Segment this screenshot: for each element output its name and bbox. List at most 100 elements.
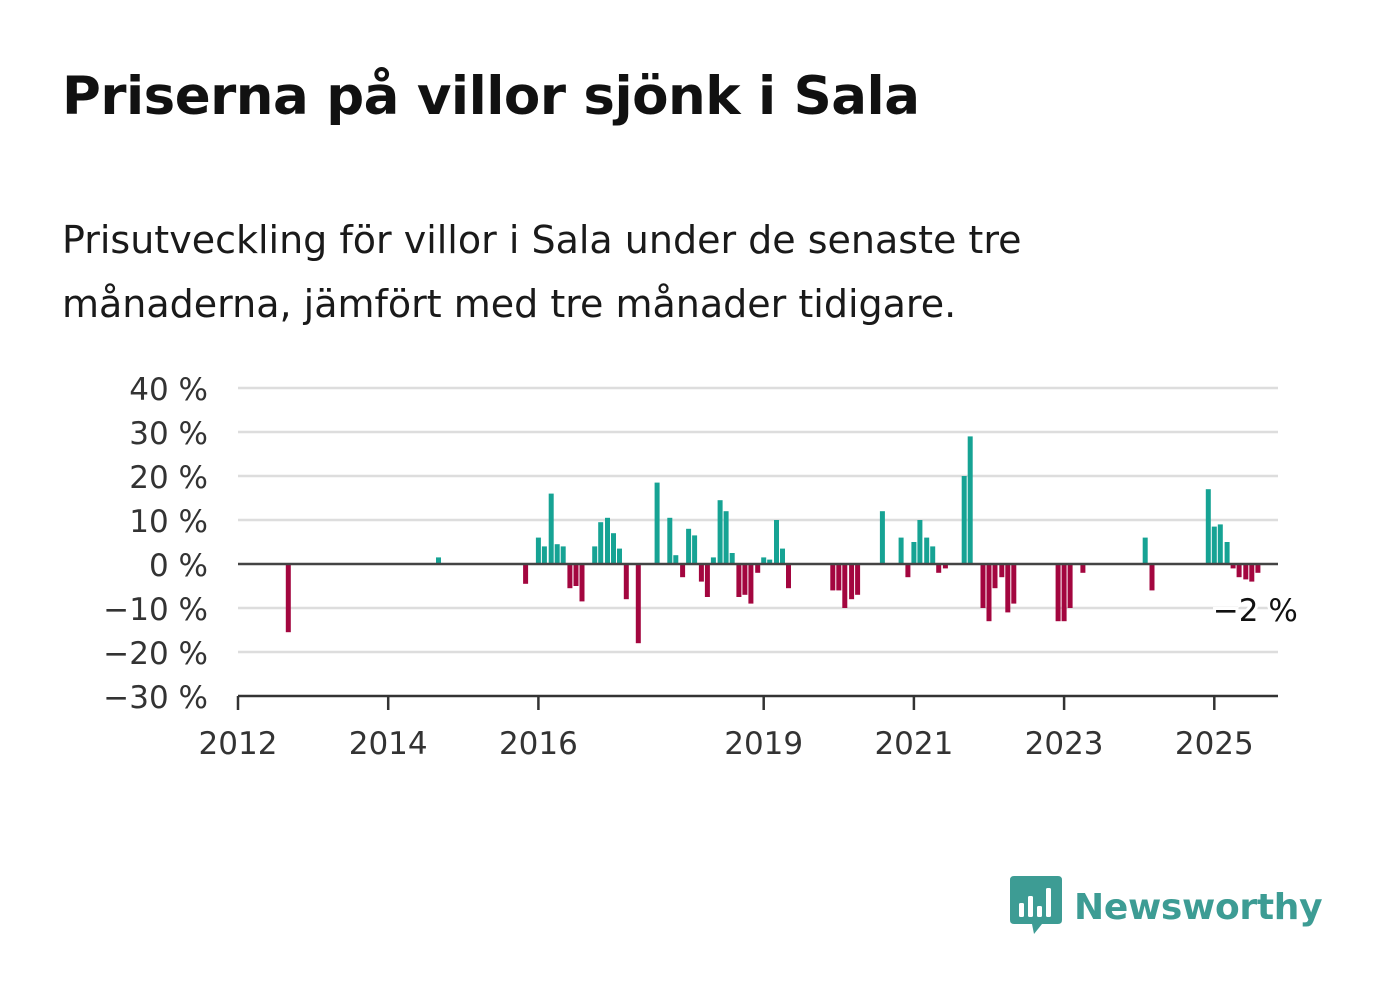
bar	[980, 564, 986, 608]
bar	[842, 564, 848, 608]
bar	[436, 557, 441, 564]
bar	[917, 520, 923, 564]
bar	[635, 564, 641, 644]
bar	[692, 535, 698, 564]
bar-chart: 40 %30 %20 %10 %0 %−10 %−20 %−30 % 2012 2…	[103, 372, 1301, 762]
bar	[617, 548, 622, 564]
bar	[704, 564, 710, 597]
annotation-label: −2 %	[1213, 593, 1298, 629]
y-tick-label: −30 %	[103, 680, 208, 716]
bar	[592, 546, 598, 564]
last-value-annotation: −2 %	[1210, 590, 1301, 632]
bar	[930, 546, 936, 564]
bar	[723, 511, 729, 564]
bar	[573, 564, 579, 586]
bars	[285, 436, 1261, 644]
chart-subtitle: Prisutveckling för villor i Sala under d…	[62, 218, 1022, 326]
bar	[285, 564, 291, 633]
bar	[1211, 526, 1217, 564]
bar	[849, 564, 855, 600]
brand-name: Newsworthy	[1074, 886, 1323, 928]
bar	[729, 553, 735, 564]
bar	[611, 533, 616, 564]
y-axis-tick-labels: 40 % 30 % 20 % 10 % 0 % −10 % −20 % −30 %	[103, 372, 208, 716]
x-tick-label: 2021	[874, 726, 953, 762]
bar	[523, 564, 529, 584]
bar	[767, 559, 773, 564]
bar	[780, 548, 785, 564]
bar	[855, 564, 861, 595]
bar	[717, 500, 723, 564]
bar	[1255, 564, 1261, 573]
bar	[673, 555, 679, 564]
bar	[1249, 564, 1255, 582]
bar	[761, 557, 767, 564]
newsworthy-logo: Newsworthy	[1010, 876, 1323, 938]
y-tick-label: −20 %	[103, 636, 208, 672]
bar	[742, 564, 748, 595]
bar	[554, 544, 560, 564]
bar	[879, 511, 885, 564]
bar	[1217, 524, 1223, 564]
bar	[1205, 489, 1211, 564]
bar	[667, 517, 673, 564]
bar	[999, 564, 1005, 578]
bar	[1080, 564, 1086, 573]
bar	[1236, 564, 1242, 578]
bar	[680, 564, 686, 578]
bar	[579, 564, 585, 602]
bar	[836, 564, 842, 591]
bar-chart-speech-bubble-icon	[1010, 876, 1062, 934]
bar	[986, 564, 992, 622]
bar	[1061, 564, 1067, 622]
bar	[992, 564, 998, 589]
bar	[598, 522, 604, 564]
bar	[710, 557, 716, 564]
bar	[961, 476, 967, 564]
x-tick-label: 2014	[349, 726, 428, 762]
bar	[774, 520, 779, 564]
bar	[541, 546, 547, 564]
bar	[560, 546, 566, 564]
bar	[1055, 564, 1061, 622]
bar	[654, 482, 660, 564]
chart-title: Priserna på villor sjönk i Sala	[62, 66, 920, 127]
y-tick-label: 30 %	[129, 416, 208, 452]
bar	[1243, 564, 1249, 580]
bar	[924, 537, 930, 564]
x-tick-label: 2012	[199, 726, 278, 762]
x-tick-label: 2019	[724, 726, 803, 762]
bar	[698, 564, 704, 582]
bar	[1149, 564, 1155, 591]
bar	[942, 564, 948, 569]
y-tick-label: 0 %	[149, 548, 208, 584]
bar	[1142, 537, 1148, 564]
bar	[748, 564, 754, 604]
bar	[1011, 564, 1017, 604]
bar	[1067, 564, 1073, 608]
bar	[686, 528, 692, 564]
bar	[567, 564, 573, 589]
bar	[605, 517, 610, 564]
y-tick-label: 20 %	[129, 460, 208, 496]
bar	[548, 493, 554, 564]
bar	[898, 537, 904, 564]
bar	[1230, 564, 1236, 569]
bar	[1005, 564, 1011, 613]
bar	[830, 564, 836, 591]
bar	[911, 542, 917, 564]
y-tick-label: −10 %	[103, 592, 208, 628]
y-tick-label: 10 %	[129, 504, 208, 540]
bar	[936, 564, 942, 573]
bar	[755, 564, 761, 573]
x-tick-label: 2016	[499, 726, 578, 762]
bar	[1224, 542, 1230, 564]
bar	[736, 564, 742, 597]
bar	[623, 564, 629, 600]
x-tick-label: 2025	[1175, 726, 1254, 762]
gridlines	[238, 386, 1278, 654]
bar	[905, 564, 911, 578]
bar	[786, 564, 791, 589]
x-axis: 2012 2014 2016 2019 2021 2023 2025	[199, 694, 1278, 762]
x-tick-label: 2023	[1025, 726, 1104, 762]
